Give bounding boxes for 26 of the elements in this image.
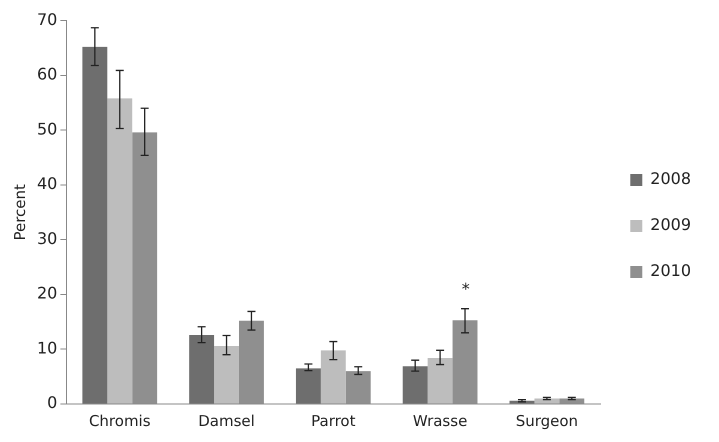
y-axis-title: Percent — [10, 184, 29, 241]
x-tick-label: Parrot — [311, 412, 356, 430]
legend-label: 2008 — [650, 169, 691, 188]
y-tick-label: 0 — [47, 393, 58, 412]
y-tick-label: 50 — [37, 119, 58, 138]
y-tick-label: 70 — [37, 10, 58, 29]
annotation: * — [462, 280, 470, 299]
y-tick-label: 20 — [37, 284, 58, 303]
y-tick-label: 30 — [37, 228, 58, 248]
bar — [296, 368, 321, 404]
x-tick-label: Surgeon — [516, 412, 578, 430]
bar — [320, 350, 346, 404]
bar — [214, 346, 239, 404]
bar — [189, 334, 214, 404]
bar — [402, 366, 428, 404]
x-tick-label: Chromis — [88, 412, 151, 430]
bar — [428, 358, 453, 404]
y-tick-label: 10 — [37, 338, 58, 358]
bar — [107, 98, 132, 404]
x-tick-label: Wrasse — [412, 412, 468, 430]
y-tick-label: 40 — [37, 174, 58, 194]
bar — [82, 46, 108, 404]
legend-label: 2009 — [650, 215, 691, 234]
x-tick-label: Damsel — [198, 412, 255, 430]
y-tick-label: 60 — [37, 64, 58, 84]
legend-label: 2010 — [650, 261, 691, 280]
